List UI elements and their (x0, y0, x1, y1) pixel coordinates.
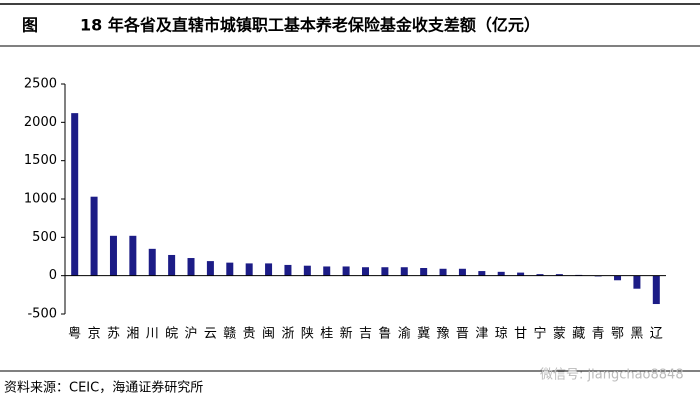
bar (362, 267, 369, 276)
bar (400, 267, 408, 276)
x-tick-label: 蒙 (553, 327, 566, 342)
bar (284, 264, 292, 276)
y-tick-label: 1500 (24, 153, 57, 168)
x-tick-label: 吉 (359, 327, 372, 342)
x-tick-label: 苏 (107, 326, 120, 342)
y-tick-label: 1000 (24, 192, 57, 207)
bar (478, 271, 486, 276)
figure-label: 图 (22, 16, 38, 35)
x-tick-label: 闽 (262, 327, 275, 342)
x-tick-label: 贵 (243, 327, 256, 342)
x-tick-label: 青 (592, 327, 605, 342)
x-tick-label: 黑 (630, 327, 643, 342)
x-tick-label: 鄂 (611, 327, 624, 342)
bar (342, 266, 350, 276)
bar (420, 268, 428, 276)
bar (168, 254, 176, 276)
bar (458, 268, 466, 276)
bar (555, 274, 563, 276)
bar (633, 275, 641, 289)
bar (265, 263, 273, 276)
x-tick-label: 云 (204, 327, 217, 342)
x-tick-label: 赣 (223, 327, 236, 342)
x-tick-label: 桂 (320, 327, 333, 342)
x-tick-label: 川 (146, 327, 159, 342)
bar (187, 258, 195, 276)
x-tick-label: 浙 (281, 327, 294, 342)
y-tick-label: 2000 (24, 115, 57, 130)
x-tick-label: 粤 (68, 326, 81, 342)
x-tick-label: 京 (88, 327, 101, 342)
bar (129, 235, 137, 276)
bar (148, 248, 156, 276)
bar (226, 262, 234, 276)
y-tick-label: -500 (27, 307, 57, 322)
x-tick-label: 宁 (533, 326, 546, 342)
bar (614, 275, 622, 281)
bar (109, 235, 117, 276)
y-tick-label: 500 (32, 230, 57, 245)
bar (652, 275, 660, 305)
bar (517, 272, 525, 276)
x-tick-label: 鲁 (378, 327, 391, 342)
bar (497, 271, 505, 276)
y-tick-label: 0 (49, 268, 57, 283)
bar (303, 265, 311, 276)
bar (439, 268, 447, 276)
x-tick-label: 晋 (456, 327, 469, 342)
x-tick-label: 琼 (495, 327, 508, 342)
bar (381, 267, 389, 276)
x-tick-label: 陕 (301, 327, 314, 342)
source: 资料来源：CEIC，海通证券研究所 (4, 380, 203, 396)
x-tick-label: 沪 (185, 326, 198, 342)
x-tick-label: 冀 (417, 326, 430, 342)
watermark: 微信号: jiangchao8848 (540, 368, 684, 383)
x-tick-label: 辽 (650, 327, 663, 342)
bar (245, 263, 253, 276)
bar (323, 266, 331, 276)
x-tick-label: 渝 (398, 326, 411, 342)
x-tick-label: 藏 (572, 327, 585, 342)
bar (536, 274, 544, 276)
bar (90, 196, 98, 276)
y-tick-label: 2500 (24, 77, 57, 92)
x-tick-label: 甘 (514, 327, 527, 342)
x-tick-label: 津 (475, 327, 488, 342)
x-tick-label: 皖 (165, 327, 178, 342)
x-tick-label: 湘 (126, 327, 139, 342)
chart-title: 18 年各省及直辖市城镇职工基本养老保险基金收支差额（亿元） (80, 16, 540, 35)
bar (206, 261, 214, 276)
x-tick-label: 新 (340, 326, 353, 342)
x-tick-label: 豫 (437, 327, 450, 342)
bar (71, 113, 79, 276)
